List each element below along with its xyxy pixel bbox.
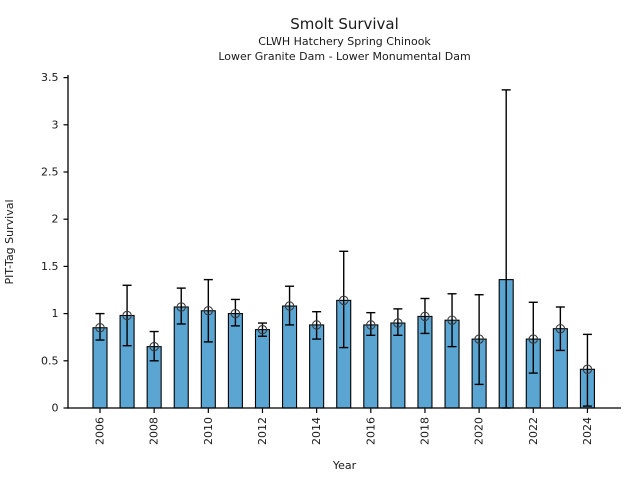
x-tick-label: 2008 [148, 417, 161, 445]
chart-subtitle-line1: CLWH Hatchery Spring Chinook [258, 35, 431, 48]
y-tick-label: 2 [52, 213, 59, 226]
chart-subtitle-line2: Lower Granite Dam - Lower Monumental Dam [218, 50, 470, 63]
x-tick-label: 2016 [364, 417, 377, 445]
bar-2012 [254, 329, 271, 409]
estimate-marker-2014 [311, 320, 322, 330]
estimate-marker-2016 [366, 320, 376, 330]
x-tick-label: 2024 [581, 417, 594, 445]
y-tick-label: 2.5 [41, 166, 59, 179]
estimate-marker-2012 [257, 324, 268, 335]
estimate-marker-2017 [393, 318, 403, 328]
x-tick-label: 2018 [418, 417, 431, 445]
estimate-marker-2007 [122, 310, 132, 321]
y-tick-label: 0 [52, 402, 59, 415]
x-ticks-group: 2006 2008 2010 2012 2014 2016 2018 2020 2022 2024 [94, 408, 594, 445]
markers-group [95, 295, 593, 375]
y-tick-label: 3 [52, 118, 59, 131]
estimate-marker-2008 [149, 341, 159, 352]
errorbars-group [95, 89, 592, 409]
estimate-marker-2006 [95, 323, 105, 333]
estimate-marker-2011 [230, 308, 241, 319]
x-tick-label: 2010 [202, 417, 215, 445]
x-tick-label: 2006 [94, 417, 107, 445]
estimate-marker-2024 [582, 364, 593, 375]
estimate-marker-2013 [284, 301, 295, 311]
estimate-marker-2019 [447, 315, 457, 325]
estimate-marker-2009 [176, 302, 186, 312]
estimate-marker-2023 [555, 323, 566, 334]
y-tick-label: 0.5 [41, 354, 59, 367]
y-tick-label: 1 [52, 307, 59, 320]
x-axis-label: Year [332, 459, 357, 472]
bar-2016 [363, 324, 379, 409]
bar-2011 [227, 313, 243, 409]
estimate-marker-2015 [338, 295, 349, 306]
x-tick-label: 2014 [310, 417, 323, 445]
estimate-marker-2022 [528, 334, 539, 344]
y-tick-label: 3.5 [41, 71, 59, 84]
chart-title: Smolt Survival [290, 15, 399, 33]
y-axis-label: PIT-Tag Survival [3, 199, 16, 284]
x-tick-label: 2012 [256, 417, 269, 445]
y-ticks-group: 0 0.5 1 1.5 2 2.5 3 3.5 [41, 71, 68, 415]
estimate-marker-2018 [420, 311, 430, 322]
x-tick-label: 2020 [473, 417, 486, 445]
estimate-marker-2010 [203, 306, 214, 316]
x-tick-label: 2022 [527, 417, 540, 445]
estimate-marker-2020 [474, 334, 484, 344]
y-tick-label: 1.5 [41, 260, 59, 273]
